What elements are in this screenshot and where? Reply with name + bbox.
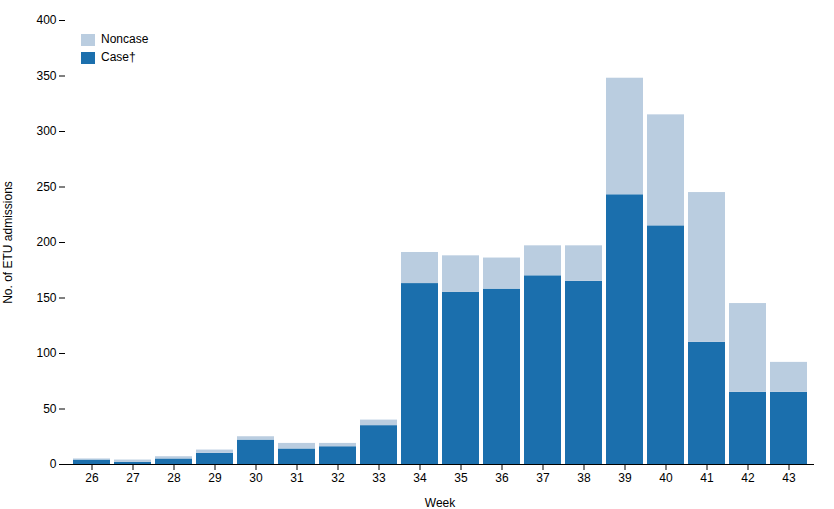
svg-text:38: 38: [577, 471, 591, 485]
svg-text:0: 0: [50, 457, 57, 471]
svg-text:37: 37: [536, 471, 550, 485]
svg-text:200: 200: [36, 235, 56, 249]
svg-text:35: 35: [454, 471, 468, 485]
svg-text:36: 36: [495, 471, 509, 485]
svg-text:26: 26: [85, 471, 99, 485]
svg-text:28: 28: [167, 471, 181, 485]
svg-text:400: 400: [36, 13, 56, 27]
svg-text:100: 100: [36, 346, 56, 360]
svg-text:150: 150: [36, 291, 56, 305]
html-text:Case†: Case†: [101, 50, 136, 64]
svg-text:50: 50: [43, 402, 57, 416]
svg-text:39: 39: [618, 471, 632, 485]
svg-text:350: 350: [36, 69, 56, 83]
svg-text:Week: Week: [425, 496, 456, 509]
svg-text:30: 30: [249, 471, 263, 485]
svg-text:31: 31: [290, 471, 304, 485]
html-text:Noncase: Noncase: [101, 32, 149, 46]
svg-text:27: 27: [126, 471, 140, 485]
svg-text:No. of ETU admissions: No. of ETU admissions: [1, 181, 15, 304]
svg-text:29: 29: [208, 471, 222, 485]
svg-text:42: 42: [741, 471, 755, 485]
svg-text:40: 40: [659, 471, 673, 485]
svg-text:41: 41: [700, 471, 714, 485]
svg-text:250: 250: [36, 180, 56, 194]
svg-text:33: 33: [372, 471, 386, 485]
svg-text:32: 32: [331, 471, 345, 485]
svg-text:34: 34: [413, 471, 427, 485]
svg-text:300: 300: [36, 124, 56, 138]
svg-text:43: 43: [782, 471, 796, 485]
